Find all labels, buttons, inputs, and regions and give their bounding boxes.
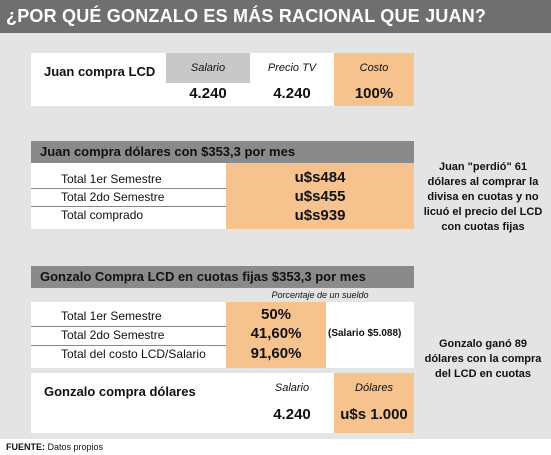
juan-lcd-heading: Juan compra LCD xyxy=(44,64,156,79)
gonzalo-dolares-heading: Gonzalo compra dólares xyxy=(44,384,196,399)
precio-tv-value: 4.240 xyxy=(273,85,311,102)
dolares-comprados-header: Dólares comprados xyxy=(334,373,414,424)
costo-tv-salario-value: 100% xyxy=(334,82,414,106)
juan-row-2-value: u$s455 xyxy=(294,188,346,205)
gonzalo-row-2-label: Total 2do Semestre xyxy=(31,327,226,346)
salario-note: (Salario $5.088) xyxy=(328,328,402,339)
salario-value: 4.240 xyxy=(189,85,227,102)
juan-row-3-label: Total comprado xyxy=(61,208,144,222)
juan-row-2-label: Total 2do Semestre xyxy=(31,189,226,207)
juan-row-1-value: u$s484 xyxy=(294,169,346,186)
juan-dolares-heading: Juan compra dólares con $353,3 por mes xyxy=(31,141,414,163)
gonzalo-salario-header: Salario xyxy=(274,382,310,394)
precio-tv-header: Precio TV xyxy=(267,62,317,74)
gonzalo-salario-value: 4.240 xyxy=(273,406,311,423)
page-title: ¿POR QUÉ GONZALO ES MÁS RACIONAL QUE JUA… xyxy=(0,0,551,33)
gonzalo-row-2-value: 41,60% xyxy=(250,325,302,342)
juan-dolares-table xyxy=(31,163,414,229)
infographic-panel: Juan compra LCD Salario Precio TV Costo … xyxy=(0,33,551,439)
gonzalo-lcd-table xyxy=(31,302,414,368)
juan-row-3-value: u$s939 xyxy=(294,207,346,224)
juan-dolares-values-bg xyxy=(226,163,414,229)
gonzalo-lcd-heading: Gonzalo Compra LCD en cuotas fijas $353,… xyxy=(31,266,414,288)
costo-tv-salario-header: Costo TV/Salario xyxy=(334,53,414,104)
juan-note: Juan "perdió" 61 dólares al comprar la d… xyxy=(423,161,543,233)
footer-text: Datos propios xyxy=(47,442,104,452)
footer-label: FUENTE: xyxy=(6,442,45,452)
gonzalo-note: Gonzalo ganó 89 dólares con la compra de… xyxy=(424,338,542,380)
gonzalo-row-3-value: 91,60% xyxy=(250,345,302,362)
footer-source: FUENTE: Datos propios xyxy=(6,442,103,452)
juan-row-1-label: Total 1er Semestre xyxy=(31,171,226,189)
salario-header: Salario xyxy=(166,53,250,83)
gonzalo-lcd-values-bg xyxy=(226,302,326,368)
gonzalo-row-3-label: Total del costo LCD/Salario xyxy=(61,347,206,361)
gonzalo-row-1-label: Total 1er Semestre xyxy=(31,308,226,327)
porcentaje-header: Porcentaje de un sueldo xyxy=(271,290,369,300)
dolares-comprados-value: u$s 1.000 xyxy=(334,403,414,433)
gonzalo-row-1-value: 50% xyxy=(260,306,292,323)
